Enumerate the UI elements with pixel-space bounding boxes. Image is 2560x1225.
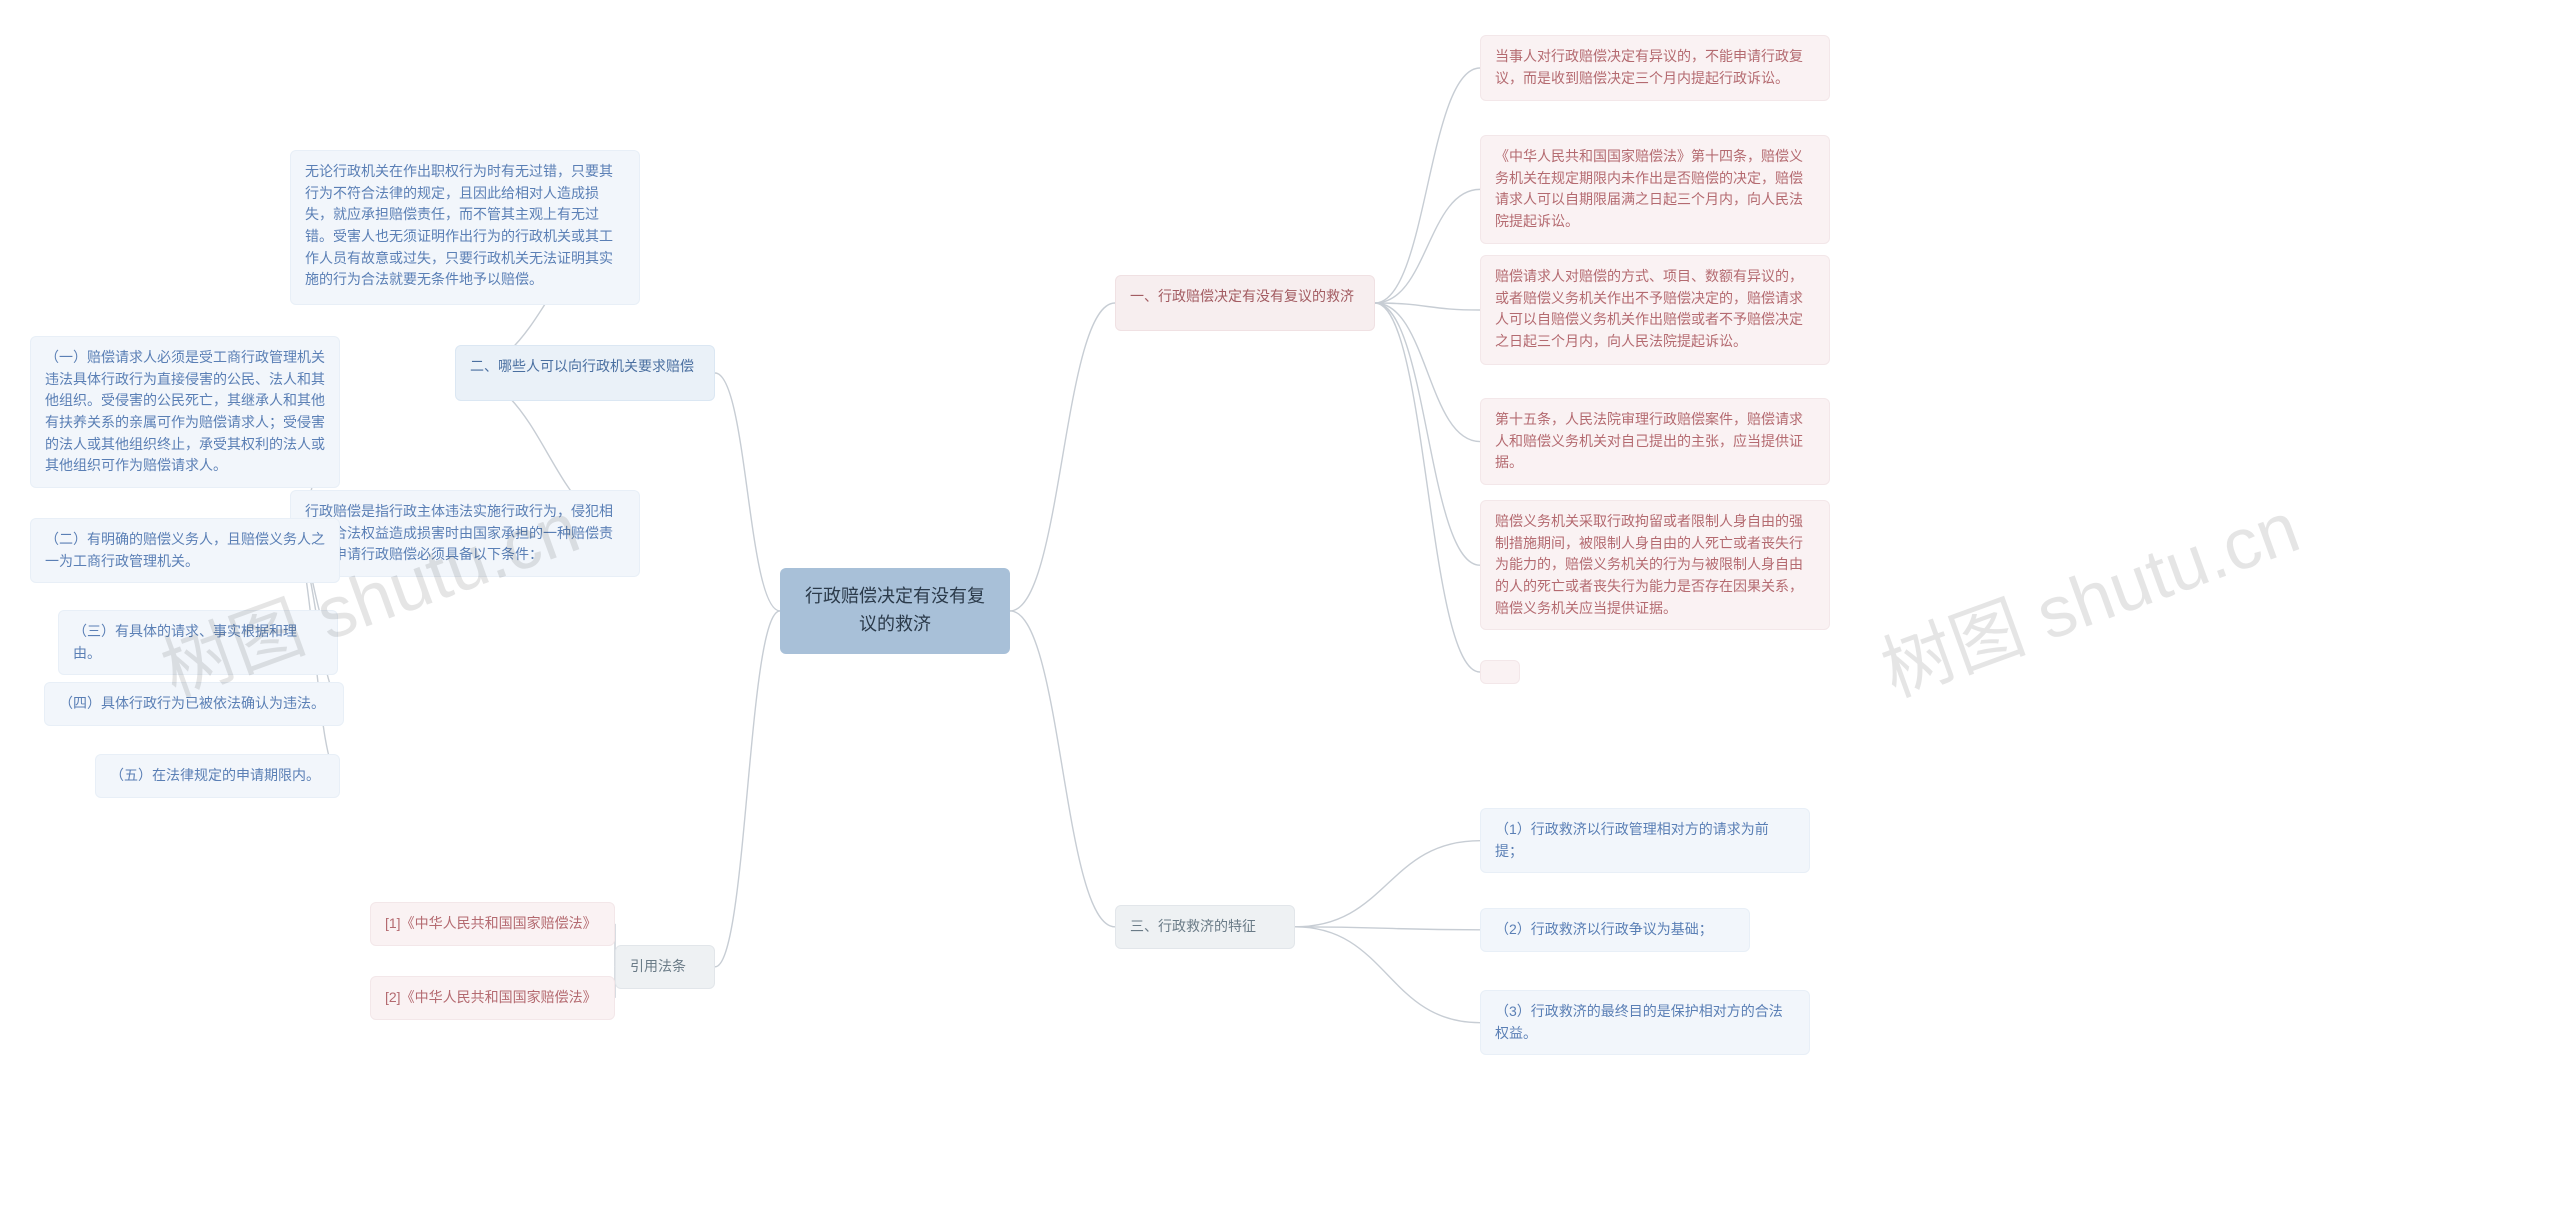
node-text: （3）行政救济的最终目的是保护相对方的合法权益。: [1495, 1003, 1783, 1041]
edge: [1375, 68, 1480, 303]
edge: [715, 373, 780, 611]
edge: [1375, 189, 1480, 303]
node-text: 无论行政机关在作出职权行为时有无过错，只要其行为不符合法律的规定，且因此给相对人…: [305, 163, 613, 287]
node-l2b: 行政赔偿是指行政主体违法实施行政行为，侵犯相对人合法权益造成损害时由国家承担的一…: [290, 490, 640, 577]
node-text: （四）具体行政行为已被依法确认为违法。: [59, 695, 325, 711]
node-text: 第十五条，人民法院审理行政赔偿案件，赔偿请求人和赔偿义务机关对自己提出的主张，应…: [1495, 411, 1803, 470]
node-text: 引用法条: [630, 958, 686, 974]
node-r1c: 赔偿请求人对赔偿的方式、项目、数额有异议的，或者赔偿义务机关作出不予赔偿决定的，…: [1480, 255, 1830, 365]
node-r1b: 《中华人民共和国国家赔偿法》第十四条，赔偿义务机关在规定期限内未作出是否赔偿的决…: [1480, 135, 1830, 244]
node-text: （1）行政救济以行政管理相对方的请求为前提；: [1495, 821, 1769, 859]
node-l2b4: （四）具体行政行为已被依法确认为违法。: [44, 682, 344, 726]
node-r3c: （3）行政救济的最终目的是保护相对方的合法权益。: [1480, 990, 1810, 1055]
node-l4a: [1]《中华人民共和国国家赔偿法》: [370, 902, 615, 946]
edge: [1375, 303, 1480, 565]
node-text: （二）有明确的赔偿义务人，且赔偿义务人之一为工商行政管理机关。: [45, 531, 325, 569]
node-text: （2）行政救济以行政争议为基础；: [1495, 921, 1713, 937]
node-text: （五）在法律规定的申请期限内。: [110, 767, 320, 783]
node-text: 当事人对行政赔偿决定有异议的，不能申请行政复议，而是收到赔偿决定三个月内提起行政…: [1495, 48, 1803, 86]
node-l2: 二、哪些人可以向行政机关要求赔偿: [455, 345, 715, 401]
node-r1d: 第十五条，人民法院审理行政赔偿案件，赔偿请求人和赔偿义务机关对自己提出的主张，应…: [1480, 398, 1830, 485]
node-text: 赔偿义务机关采取行政拘留或者限制人身自由的强制措施期间，被限制人身自由的人死亡或…: [1495, 513, 1803, 616]
node-text: 行政赔偿决定有没有复议的救济: [805, 586, 985, 634]
edge: [1295, 927, 1480, 1023]
node-text: 赔偿请求人对赔偿的方式、项目、数额有异议的，或者赔偿义务机关作出不予赔偿决定的，…: [1495, 268, 1803, 349]
node-text: 二、哪些人可以向行政机关要求赔偿: [470, 358, 694, 374]
node-r1a: 当事人对行政赔偿决定有异议的，不能申请行政复议，而是收到赔偿决定三个月内提起行政…: [1480, 35, 1830, 101]
node-r1: 一、行政赔偿决定有没有复议的救济: [1115, 275, 1375, 331]
node-text: [1]《中华人民共和国国家赔偿法》: [385, 915, 597, 931]
node-l2b5: （五）在法律规定的申请期限内。: [95, 754, 340, 798]
node-text: 《中华人民共和国国家赔偿法》第十四条，赔偿义务机关在规定期限内未作出是否赔偿的决…: [1495, 148, 1803, 229]
edge: [1375, 303, 1480, 672]
node-text: [2]《中华人民共和国国家赔偿法》: [385, 989, 597, 1005]
edge: [1375, 303, 1480, 310]
node-text: （一）赔偿请求人必须是受工商行政管理机关违法具体行政行为直接侵害的公民、法人和其…: [45, 349, 325, 473]
node-l2b2: （二）有明确的赔偿义务人，且赔偿义务人之一为工商行政管理机关。: [30, 518, 340, 583]
node-text: 一、行政赔偿决定有没有复议的救济: [1130, 288, 1354, 304]
node-l2b1: （一）赔偿请求人必须是受工商行政管理机关违法具体行政行为直接侵害的公民、法人和其…: [30, 336, 340, 488]
node-r3b: （2）行政救济以行政争议为基础；: [1480, 908, 1750, 952]
edge: [1295, 927, 1480, 930]
node-l4b: [2]《中华人民共和国国家赔偿法》: [370, 976, 615, 1020]
edge: [1010, 303, 1115, 611]
edge: [715, 611, 780, 967]
node-r1f: [1480, 660, 1520, 684]
edge: [1375, 303, 1480, 442]
watermark-2: 树图 shutu.cn: [1865, 469, 2311, 717]
node-r3: 三、行政救济的特征: [1115, 905, 1295, 949]
node-text: 行政赔偿是指行政主体违法实施行政行为，侵犯相对人合法权益造成损害时由国家承担的一…: [305, 503, 613, 562]
node-r3a: （1）行政救济以行政管理相对方的请求为前提；: [1480, 808, 1810, 873]
node-root: 行政赔偿决定有没有复议的救济: [780, 568, 1010, 654]
node-l2a: 无论行政机关在作出职权行为时有无过错，只要其行为不符合法律的规定，且因此给相对人…: [290, 150, 640, 305]
node-text: （三）有具体的请求、事实根据和理由。: [73, 623, 297, 661]
node-l2b3: （三）有具体的请求、事实根据和理由。: [58, 610, 338, 675]
edge: [1010, 611, 1115, 927]
edge: [1295, 841, 1480, 927]
node-r1e: 赔偿义务机关采取行政拘留或者限制人身自由的强制措施期间，被限制人身自由的人死亡或…: [1480, 500, 1830, 630]
node-l4: 引用法条: [615, 945, 715, 989]
node-text: 三、行政救济的特征: [1130, 918, 1256, 934]
